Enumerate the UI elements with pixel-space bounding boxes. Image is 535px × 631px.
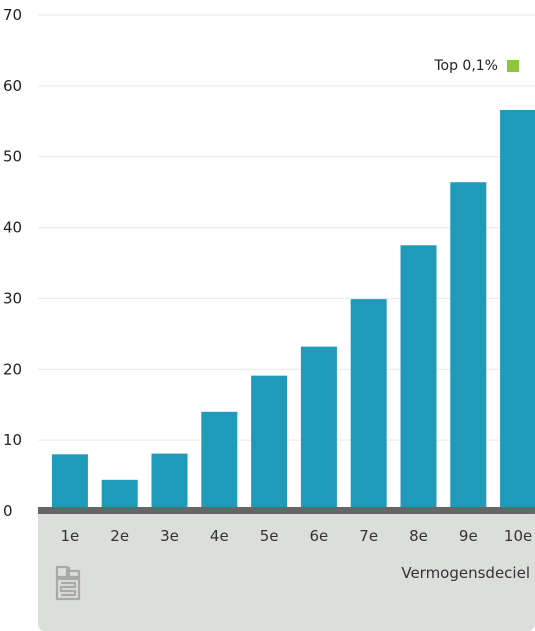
y-tick-label: 20 bbox=[3, 360, 22, 378]
bars bbox=[51, 109, 535, 512]
y-axis-ticks: 0 10 20 30 40 50 60 70 bbox=[3, 6, 22, 520]
y-tick-label: 10 bbox=[3, 431, 22, 449]
legend-label: Top 0,1% bbox=[433, 58, 498, 74]
y-tick-label: 40 bbox=[3, 219, 22, 237]
gridlines bbox=[38, 14, 535, 441]
x-tick-label: 2e bbox=[110, 527, 129, 545]
bar-7e bbox=[350, 299, 387, 511]
x-axis-baseline bbox=[38, 507, 535, 514]
x-tick-label: 4e bbox=[210, 527, 229, 545]
y-tick-label: 70 bbox=[3, 6, 22, 24]
bar-9e bbox=[450, 182, 487, 512]
x-axis-label: Vermogensdeciel bbox=[401, 564, 530, 582]
x-tick-label: 3e bbox=[160, 527, 179, 545]
bar-4e bbox=[201, 411, 238, 511]
x-tick-label: 8e bbox=[409, 527, 428, 545]
y-tick-label: 30 bbox=[3, 289, 22, 307]
bar-10e bbox=[500, 109, 535, 511]
bar-5e bbox=[251, 375, 288, 511]
x-tick-label: 7e bbox=[359, 527, 378, 545]
x-tick-label: 9e bbox=[459, 527, 478, 545]
x-tick-label: 5e bbox=[260, 527, 279, 545]
x-tick-label: 10e bbox=[504, 527, 532, 545]
bar-8e bbox=[400, 245, 437, 512]
x-tick-label: 1e bbox=[61, 527, 80, 545]
legend-swatch bbox=[507, 60, 519, 72]
bar-6e bbox=[300, 346, 337, 511]
bar-2e bbox=[101, 479, 138, 511]
x-tick-label: 6e bbox=[310, 527, 329, 545]
bar-1e bbox=[51, 454, 88, 511]
bar-3e bbox=[151, 453, 188, 511]
x-axis-panel bbox=[38, 509, 535, 631]
legend: Top 0,1% bbox=[433, 58, 519, 74]
cbs-logo-icon bbox=[55, 565, 81, 601]
y-tick-label: 0 bbox=[3, 502, 13, 520]
x-axis-ticks: 1e 2e 3e 4e 5e 6e 7e 8e 9e 10e bbox=[61, 527, 533, 545]
y-tick-label: 60 bbox=[3, 77, 22, 95]
y-tick-label: 50 bbox=[3, 148, 22, 166]
